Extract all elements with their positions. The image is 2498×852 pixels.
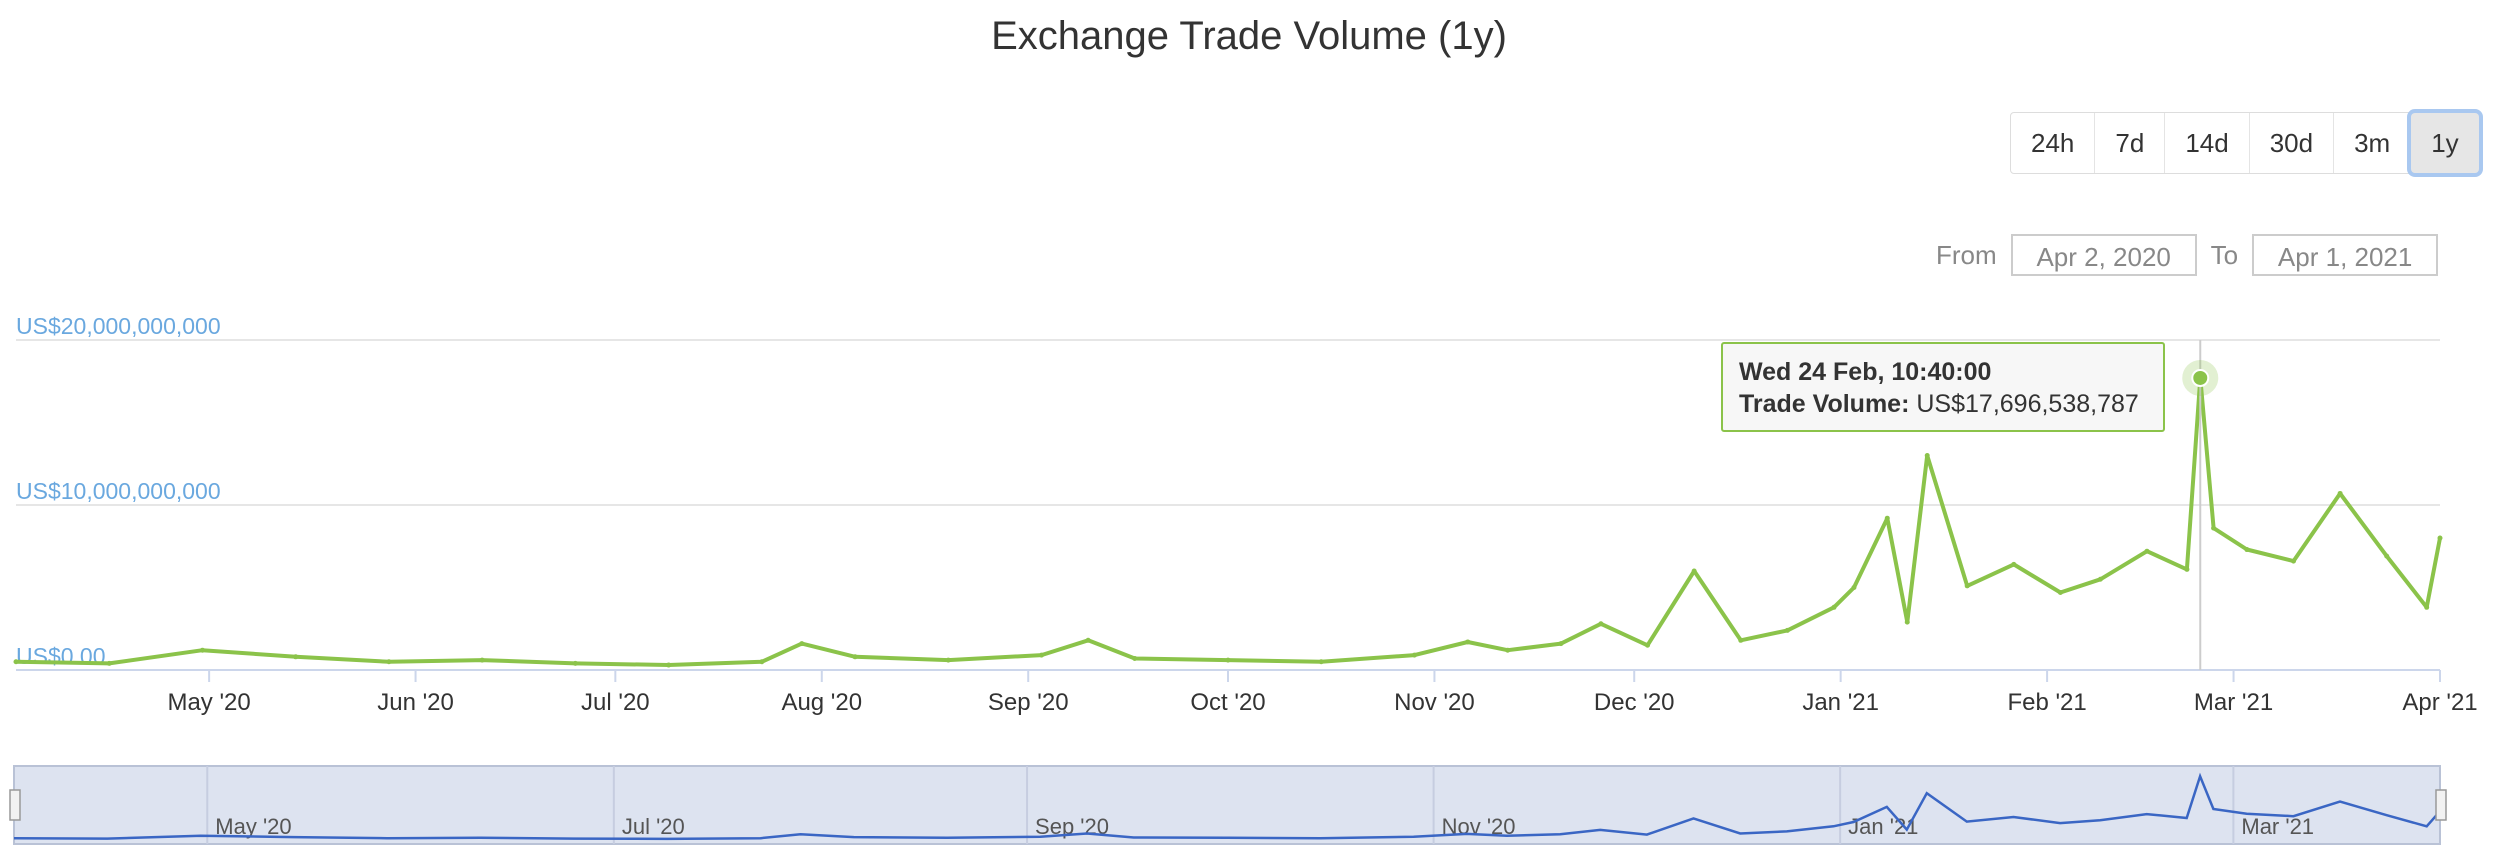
tooltip: Wed 24 Feb, 10:40:00 Trade Volume: US$17…: [1721, 342, 2165, 432]
range-selector: 24h 7d 14d 30d 3m 1y: [2010, 112, 2480, 174]
data-point: [1924, 453, 1930, 458]
data-point: [2437, 535, 2443, 541]
data-point: [1085, 637, 1091, 643]
data-point: [1558, 641, 1564, 647]
from-label: From: [1936, 239, 1997, 270]
navigator: May '20 Jul '20 Sep '20 Nov '20 Jan '21 Mar '…: [9, 765, 2447, 845]
data-point: [106, 660, 112, 666]
data-point: [1964, 583, 1970, 589]
range-button-3m[interactable]: 3m: [2334, 113, 2412, 173]
x-tick-label: Feb '21: [2007, 689, 2086, 716]
range-button-14d[interactable]: 14d: [2165, 113, 2250, 173]
data-point: [2011, 561, 2017, 567]
range-button-30d[interactable]: 30d: [2250, 113, 2335, 173]
data-point: [1132, 655, 1138, 661]
data-point: [1691, 568, 1697, 574]
range-button-7d[interactable]: 7d: [2095, 113, 2166, 173]
data-point: [1598, 621, 1604, 627]
data-point: [2337, 490, 2343, 496]
navigator-tick-label: May '20: [215, 814, 291, 839]
range-button-24h[interactable]: 24h: [2011, 113, 2096, 173]
data-point: [386, 659, 392, 665]
data-point: [293, 654, 299, 660]
tooltip-date: Wed 24 Feb, 10:40:00: [1739, 358, 1992, 386]
x-tick-label: Jul '20: [581, 689, 650, 716]
y-axis: US$0.00US$10,000,000,000US$20,000,000,00…: [16, 313, 221, 669]
data-point: [945, 657, 951, 663]
x-tick-label: Jun '20: [377, 689, 454, 716]
data-point: [2384, 553, 2390, 559]
data-point: [1831, 604, 1837, 610]
navigator-handle: [2435, 789, 2447, 821]
y-tick-label: US$20,000,000,000: [16, 313, 221, 339]
hover-marker: [2191, 368, 2210, 387]
data-point: [479, 657, 485, 663]
data-point: [13, 659, 19, 665]
y-tick-label: US$10,000,000,000: [16, 478, 221, 504]
navigator-tick-label: Mar '21: [2241, 814, 2314, 839]
x-tick-label: Mar '21: [2194, 689, 2273, 716]
data-point: [1411, 652, 1417, 658]
data-point: [666, 662, 672, 668]
data-point: [1738, 637, 1744, 643]
data-point: [1318, 659, 1324, 665]
data-point: [799, 641, 805, 647]
x-axis: May '20 Jun '20 Jul '20 Aug '20 Sep '20 Oct '…: [167, 670, 2478, 716]
data-point: [2211, 525, 2217, 531]
x-tick-label: Aug '20: [781, 689, 862, 716]
chart-title: Exchange Trade Volume (1y): [991, 14, 1507, 58]
data-point: [1225, 657, 1231, 663]
data-point: [1884, 515, 1890, 521]
data-point: [2290, 558, 2296, 564]
to-date-input[interactable]: Apr 1, 2021: [2252, 234, 2439, 276]
date-range-inputs: From Apr 2, 2020 To Apr 1, 2021: [1922, 234, 2439, 276]
navigator-line: [13, 772, 2441, 841]
data-point: [1039, 652, 1045, 658]
navigator-tick-label: Jul '20: [622, 814, 685, 839]
data-point: [2097, 576, 2103, 582]
x-tick-label: Nov '20: [1394, 689, 1475, 716]
navigator-window: [13, 765, 2441, 845]
crosshair: [2182, 340, 2219, 670]
from-date-input[interactable]: Apr 2, 2020: [2010, 234, 2197, 276]
data-point: [1851, 585, 1857, 590]
data-point: [852, 654, 858, 660]
x-tick-label: May '20: [167, 689, 250, 716]
data-point: [572, 660, 578, 666]
data-point: [2144, 548, 2150, 554]
tooltip-value: US$17,696,538,787: [1916, 390, 2139, 418]
data-point: [2424, 604, 2430, 610]
navigator-handle: [9, 789, 21, 821]
tooltip-label: Trade Volume:: [1739, 390, 1910, 418]
data-point: [2057, 589, 2063, 595]
data-point: [2184, 566, 2190, 572]
data-point: [1784, 627, 1790, 633]
data-point: [1904, 619, 1910, 625]
data-point: [1465, 639, 1471, 645]
data-point: [1645, 642, 1651, 648]
tooltip-row: Trade Volume: US$17,696,538,787: [1739, 388, 2147, 420]
to-label: To: [2210, 239, 2239, 270]
data-point: [759, 659, 765, 665]
x-tick-label: Jan '21: [1802, 689, 1879, 716]
data-point: [199, 647, 205, 653]
x-tick-label: Sep '20: [988, 689, 1069, 716]
x-tick-label: Apr '21: [2402, 689, 2477, 716]
data-point: [1505, 647, 1511, 653]
x-tick-label: Oct '20: [1190, 689, 1265, 716]
range-button-1y[interactable]: 1y: [2411, 113, 2479, 173]
data-point: [2244, 547, 2250, 553]
x-tick-label: Dec '20: [1594, 689, 1675, 716]
